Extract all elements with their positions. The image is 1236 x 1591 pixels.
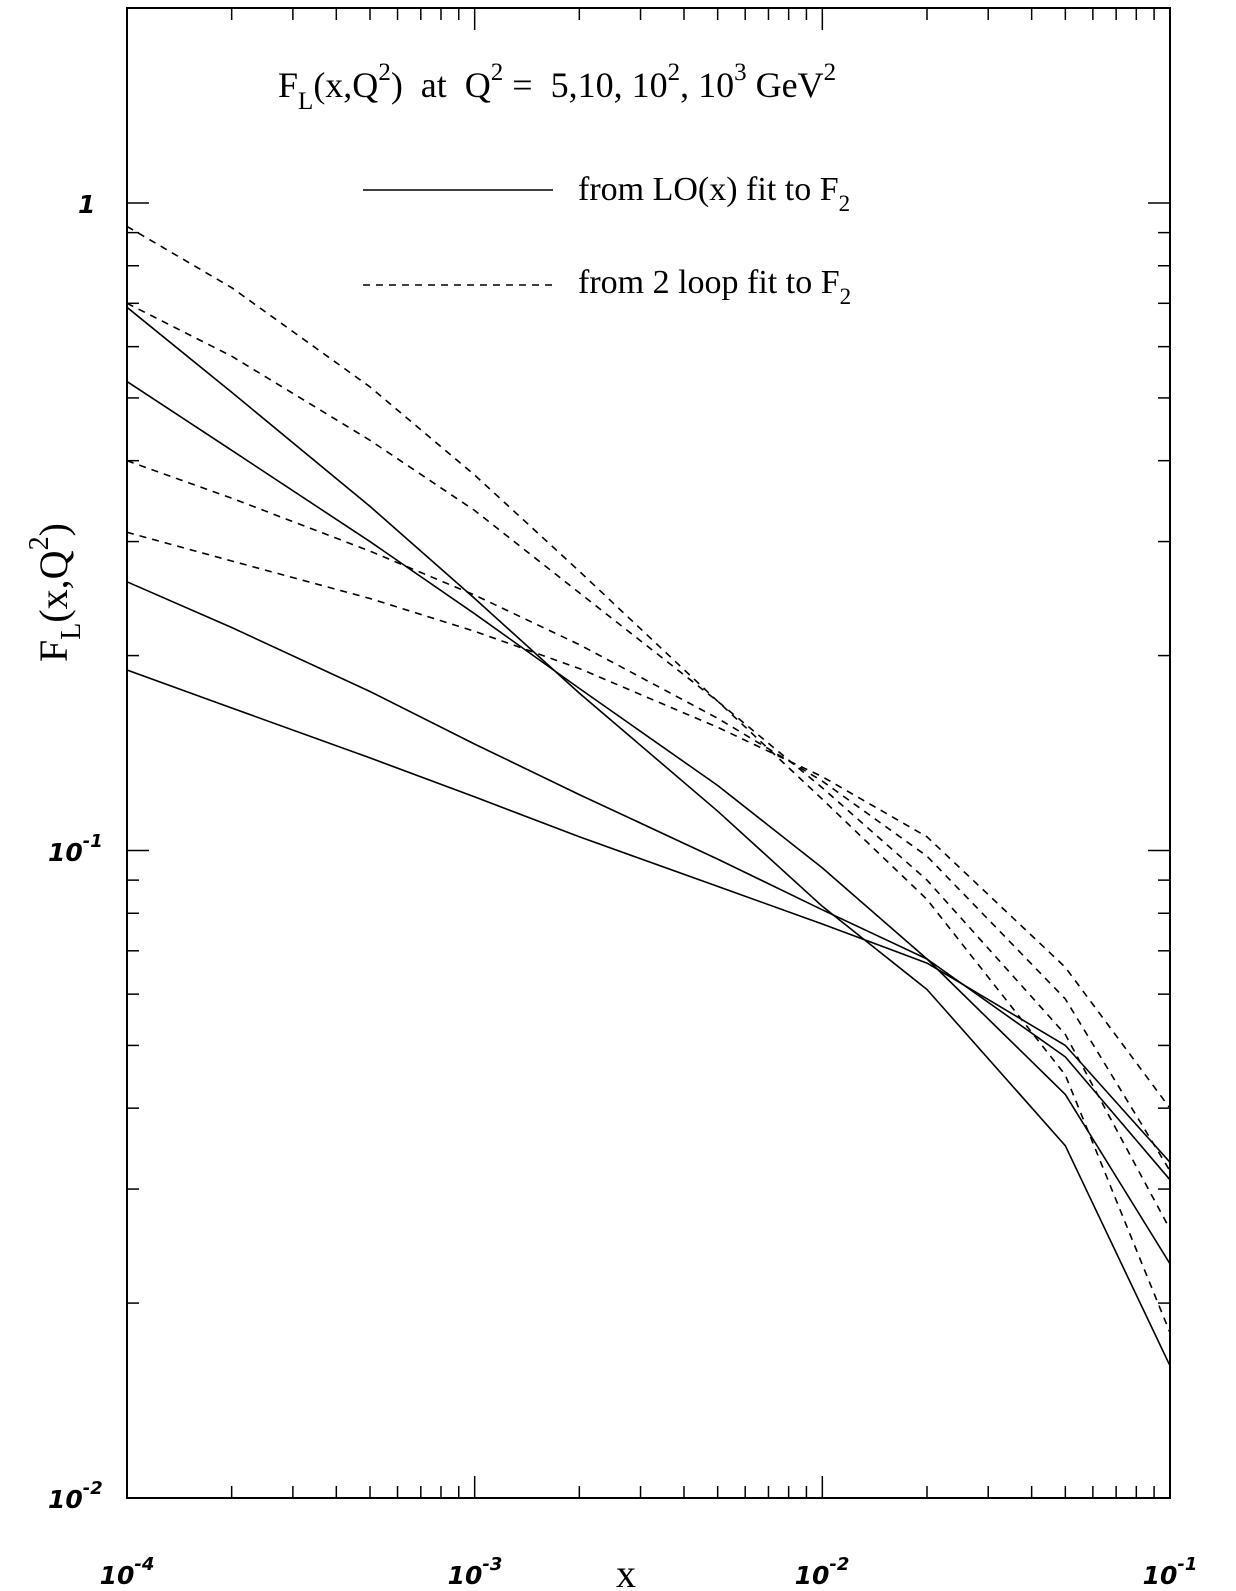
series-line-dashed-2 [126,459,1171,1172]
series-group [126,225,1171,1367]
chart-title: FL(x,Q2) at Q2 = 5,10, 102, 103 GeV2 [278,59,836,115]
plot-frame [126,7,1171,1499]
series-line-solid-1 [126,669,1171,1163]
legend: from LO(x) fit to F2 from 2 loop fit to … [363,171,851,309]
minor-ticks [126,8,1171,1499]
series-line-solid-2 [126,581,1171,1181]
series-line-solid-4 [126,306,1171,1367]
y-tick-label-1e-2: 10-2 [48,1478,103,1514]
series-line-dashed-3 [126,302,1171,1230]
series-line-solid-3 [126,380,1171,1265]
y-tick-label-1e-1: 10-1 [48,831,103,867]
x-tick-label-1e-4: 10-4 [100,1554,155,1590]
series-line-dashed-4 [126,225,1171,1334]
x-tick-label-1e-2: 10-2 [795,1554,850,1590]
x-tick-label-1e-3: 10-3 [448,1554,503,1590]
series-line-dashed-1 [126,531,1171,1109]
legend-label-2loop: from 2 loop fit to F2 [578,264,851,309]
y-tick-label-1: 1 [78,190,95,219]
x-axis-label: x [616,1551,636,1591]
x-tick-label-1e-1: 10-1 [1143,1554,1198,1590]
y-axis-label: FL(x,Q2) [24,523,87,662]
legend-label-lo: from LO(x) fit to F2 [578,171,850,216]
